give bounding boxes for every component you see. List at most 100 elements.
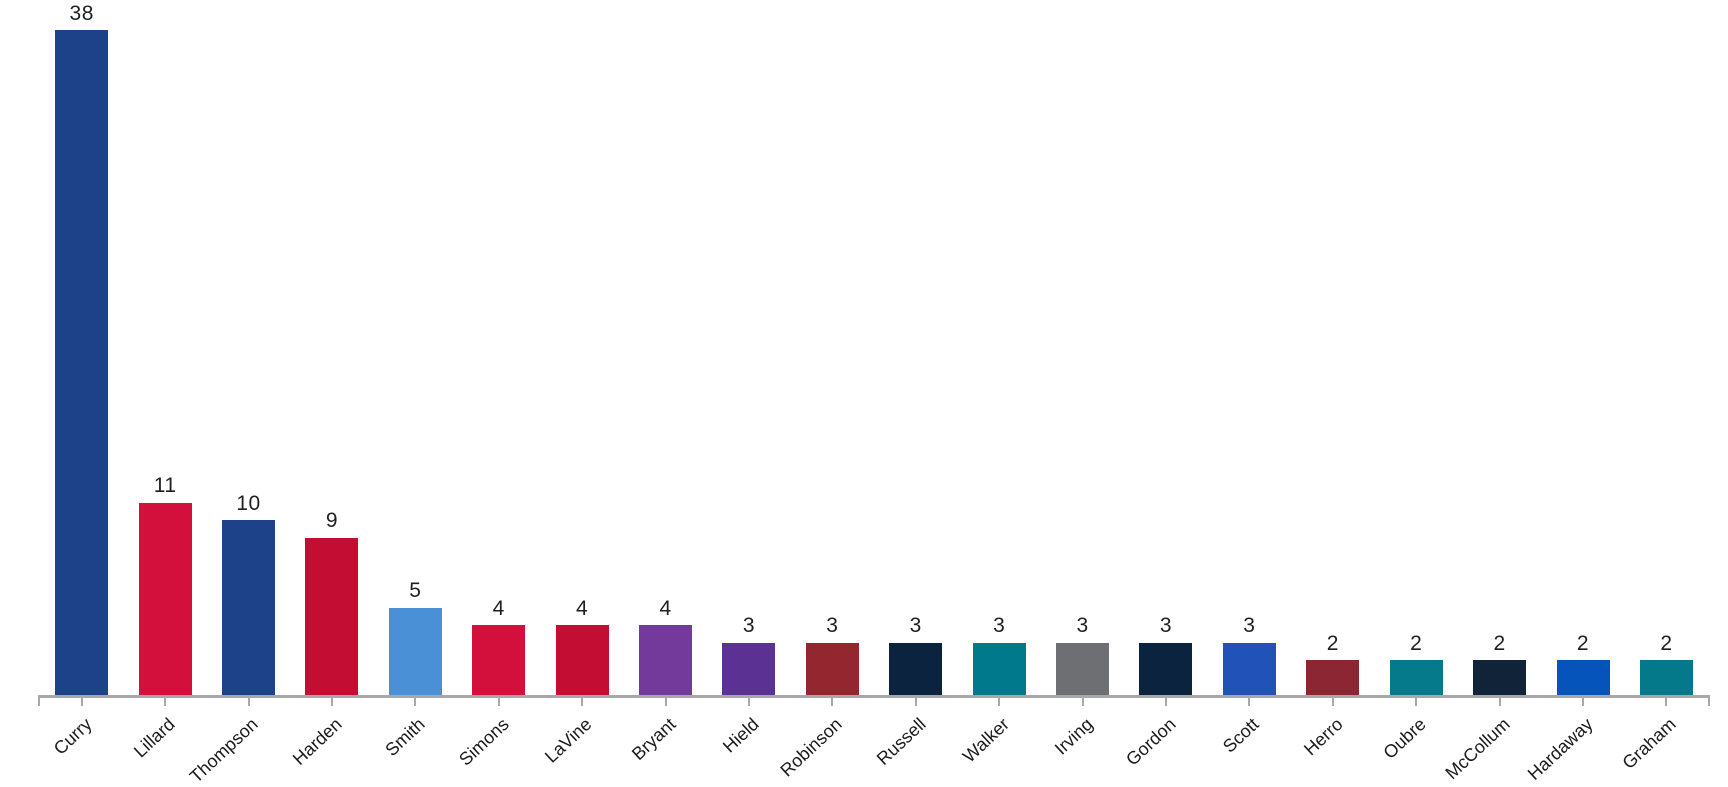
axis-tick-mark bbox=[1415, 698, 1418, 706]
bar bbox=[1639, 660, 1693, 695]
bar bbox=[305, 537, 359, 695]
bar-group: 2 bbox=[1458, 0, 1541, 695]
x-tick-group: Lillard bbox=[123, 698, 206, 781]
bar-group: 38 bbox=[40, 0, 123, 695]
axis-tick-mark bbox=[1164, 698, 1167, 706]
x-tick-group: McCollum bbox=[1441, 698, 1541, 783]
bar-group: 2 bbox=[1625, 0, 1708, 695]
x-axis-line bbox=[38, 695, 1710, 706]
bar-group: 3 bbox=[1124, 0, 1207, 695]
bar-group: 2 bbox=[1291, 0, 1374, 695]
bar-value-label: 10 bbox=[236, 491, 261, 515]
bar-group: 3 bbox=[707, 0, 790, 695]
x-tick-label: Curry bbox=[49, 714, 96, 759]
bar bbox=[1556, 660, 1610, 695]
bar-group: 2 bbox=[1541, 0, 1624, 695]
x-tick-group: Herro bbox=[1291, 698, 1374, 781]
bar-group: 9 bbox=[290, 0, 373, 695]
x-tick-group: Simons bbox=[455, 698, 540, 781]
axis-tick-mark bbox=[1081, 698, 1084, 706]
bar-value-label: 2 bbox=[1493, 631, 1506, 655]
x-tick-label: Lillard bbox=[129, 714, 179, 762]
axis-tick-mark bbox=[581, 698, 584, 706]
x-tick-label: LaVine bbox=[541, 714, 596, 767]
bar-value-label: 2 bbox=[1576, 631, 1590, 655]
x-tick-label: Scott bbox=[1219, 714, 1264, 757]
bar-group: 4 bbox=[457, 0, 540, 695]
x-tick-label: Graham bbox=[1618, 714, 1681, 773]
axis-tick-mark bbox=[1248, 698, 1251, 706]
bar-group: 10 bbox=[207, 0, 290, 695]
plot-area: 38 11 10 9 5 4 4 4 3 3 3 3 3 3 3 2 2 2 2 2 bbox=[40, 0, 1708, 695]
bar bbox=[639, 625, 693, 695]
x-tick-group: Hardaway bbox=[1524, 698, 1624, 784]
x-tick-group: Harden bbox=[288, 698, 373, 781]
x-tick-group: Gordon bbox=[1122, 698, 1207, 781]
bar-group: 3 bbox=[874, 0, 957, 695]
bar-value-label: 9 bbox=[325, 509, 339, 533]
bar-group: 5 bbox=[374, 0, 457, 695]
x-tick-label: Bryant bbox=[627, 714, 680, 765]
bar bbox=[805, 642, 859, 695]
axis-tick-mark bbox=[164, 698, 167, 706]
bar bbox=[388, 607, 442, 695]
axis-tick-mark bbox=[914, 698, 917, 706]
bar-group: 3 bbox=[791, 0, 874, 695]
bar-value-label: 3 bbox=[742, 614, 756, 638]
bar-value-label: 3 bbox=[1243, 614, 1256, 638]
bar bbox=[555, 625, 609, 695]
bar-value-label: 11 bbox=[153, 474, 177, 498]
bar bbox=[972, 642, 1026, 695]
bar-value-label: 3 bbox=[1159, 614, 1173, 638]
bar-group: 11 bbox=[123, 0, 206, 695]
x-tick-label: Harden bbox=[288, 714, 346, 769]
bar bbox=[1473, 660, 1527, 695]
x-tick-group: Bryant bbox=[624, 698, 707, 781]
bar bbox=[722, 642, 776, 695]
axis-tick-mark bbox=[1582, 698, 1585, 706]
x-tick-label: Gordon bbox=[1122, 714, 1180, 770]
x-tick-group: Irving bbox=[1041, 698, 1124, 781]
bar-value-label: 3 bbox=[826, 614, 839, 638]
axis-tick-mark bbox=[414, 698, 417, 706]
axis-tick-mark bbox=[247, 698, 250, 706]
bar-value-label: 4 bbox=[492, 596, 505, 620]
bar-value-label: 2 bbox=[1410, 631, 1423, 655]
x-tick-group: Thompson bbox=[186, 698, 290, 787]
bar bbox=[55, 30, 109, 695]
axis-tick-mark bbox=[1665, 698, 1668, 706]
x-tick-label: Russell bbox=[872, 714, 930, 769]
bar-value-label: 38 bbox=[69, 1, 94, 25]
bar-value-label: 4 bbox=[659, 596, 672, 620]
bar bbox=[138, 502, 192, 695]
x-tick-group: Oubre bbox=[1375, 698, 1458, 781]
x-tick-group: Scott bbox=[1208, 698, 1291, 781]
axis-tick-mark bbox=[747, 698, 750, 706]
x-axis: Curry Lillard Thompson Harden Smith Simons LaV… bbox=[40, 698, 1708, 787]
bar-value-label: 5 bbox=[409, 579, 422, 603]
x-tick-label: Oubre bbox=[1379, 714, 1430, 763]
axis-tick-mark bbox=[664, 698, 667, 706]
axis-tick-mark bbox=[1331, 698, 1334, 706]
x-tick-label: Smith bbox=[381, 714, 429, 761]
x-tick-group: Walker bbox=[957, 698, 1040, 781]
bar-group: 3 bbox=[1041, 0, 1124, 695]
bar bbox=[1222, 642, 1276, 695]
x-tick-group: Hield bbox=[707, 698, 790, 781]
bar bbox=[1056, 642, 1110, 695]
axis-tick-mark bbox=[998, 698, 1001, 706]
x-tick-label: Herro bbox=[1299, 714, 1347, 760]
x-tick-group: LaVine bbox=[540, 698, 623, 781]
x-tick-label: Hield bbox=[718, 714, 763, 757]
bar-group: 2 bbox=[1375, 0, 1458, 695]
axis-tick-mark bbox=[1498, 698, 1501, 706]
axis-tick-mark bbox=[80, 698, 83, 706]
bar bbox=[222, 520, 276, 695]
axis-tick-mark bbox=[330, 698, 333, 706]
bar bbox=[1389, 660, 1443, 695]
x-tick-group: Russell bbox=[872, 698, 957, 781]
x-tick-label: Irving bbox=[1050, 714, 1097, 759]
axis-tick-mark bbox=[497, 698, 500, 706]
axis-tick-mark bbox=[831, 698, 834, 706]
bar-value-label: 3 bbox=[909, 614, 922, 638]
